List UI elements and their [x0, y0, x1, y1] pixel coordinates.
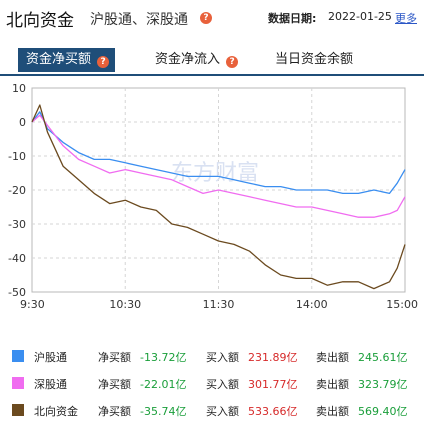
y-tick-label: -50	[8, 286, 26, 299]
y-tick-label: 0	[19, 116, 26, 129]
tab-balance-label: 当日资金余额	[275, 52, 354, 67]
sell-amount-label: 卖出额	[316, 405, 349, 418]
net-buy-value: -22.01亿	[140, 378, 187, 391]
y-tick-label: 10	[12, 82, 26, 95]
y-tick-label: -20	[8, 184, 26, 197]
net-buy-value: -13.72亿	[140, 351, 187, 364]
legend-row: 沪股通 净买额 -13.72亿 买入额 231.89亿 卖出额 245.61亿	[0, 344, 424, 368]
x-tick-label: 11:30	[203, 298, 235, 311]
header: 北向资金 沪股通、深股通 ? 数据日期: 2022-01-25 更多	[0, 0, 424, 34]
tab-net-buy[interactable]: 资金净买额 ?	[18, 48, 116, 72]
series-line-2	[31, 104, 406, 290]
legend-swatch	[12, 350, 24, 362]
sell-amount-value: 569.40亿	[358, 405, 408, 418]
tab-net-inflow[interactable]: 资金净流入 ?	[155, 48, 239, 72]
help-icon[interactable]: ?	[200, 12, 212, 24]
tab-net-inflow-label: 资金净流入	[155, 52, 221, 67]
y-tick-label: -40	[8, 252, 26, 265]
tab-bar: 资金净买额 ? 资金净流入 ? 当日资金余额	[0, 44, 424, 76]
legend-series-name: 深股通	[34, 378, 67, 391]
x-tick-label: 14:00	[296, 298, 328, 311]
legend-row: 深股通 净买额 -22.01亿 买入额 301.77亿 卖出额 323.79亿	[0, 371, 424, 395]
buy-amount-value: 533.66亿	[248, 405, 298, 418]
legend-swatch	[12, 377, 24, 389]
tab-net-buy-label: 资金净买额	[26, 52, 92, 67]
series-line-1	[31, 114, 406, 218]
legend-series-name: 北向资金	[34, 405, 78, 418]
buy-amount-label: 买入额	[206, 405, 239, 418]
legend-row: 北向资金 净买额 -35.74亿 买入额 533.66亿 卖出额 569.40亿	[0, 398, 424, 422]
date-value: 2022-01-25	[328, 10, 392, 23]
buy-amount-value: 231.89亿	[248, 351, 298, 364]
chart-series	[31, 104, 406, 290]
x-tick-label: 9:30	[20, 298, 45, 311]
net-buy-label: 净买额	[98, 351, 131, 364]
x-tick-label: 15:00	[386, 298, 418, 311]
x-axis-ticks: 9:30 10:30 11:30 14:00 15:00	[20, 298, 418, 311]
net-buy-label: 净买额	[98, 378, 131, 391]
line-chart: 10 0 -10 -20 -30 -40 -50 9:30 10:30 11:30 14:00 15…	[8, 82, 418, 311]
legend-swatch	[12, 404, 24, 416]
more-link[interactable]: 更多	[395, 12, 417, 25]
help-icon[interactable]: ?	[97, 56, 110, 68]
help-icon[interactable]: ?	[226, 56, 239, 68]
legend-series-name: 沪股通	[34, 351, 67, 364]
tab-balance[interactable]: 当日资金余额	[275, 48, 353, 72]
y-tick-label: -10	[8, 150, 26, 163]
net-buy-label: 净买额	[98, 405, 131, 418]
y-axis-ticks: 10 0 -10 -20 -30 -40 -50	[8, 82, 26, 299]
y-tick-label: -30	[8, 218, 26, 231]
sell-amount-label: 卖出额	[316, 351, 349, 364]
series-line-0	[31, 111, 406, 195]
sell-amount-label: 卖出额	[316, 378, 349, 391]
page-title: 北向资金	[6, 11, 74, 31]
date-label: 数据日期:	[268, 12, 317, 25]
x-tick-label: 10:30	[109, 298, 141, 311]
sell-amount-value: 323.79亿	[358, 378, 408, 391]
buy-amount-label: 买入额	[206, 378, 239, 391]
buy-amount-label: 买入额	[206, 351, 239, 364]
buy-amount-value: 301.77亿	[248, 378, 298, 391]
page-subtitle: 沪股通、深股通	[90, 12, 188, 28]
sell-amount-value: 245.61亿	[358, 351, 408, 364]
net-buy-value: -35.74亿	[140, 405, 187, 418]
